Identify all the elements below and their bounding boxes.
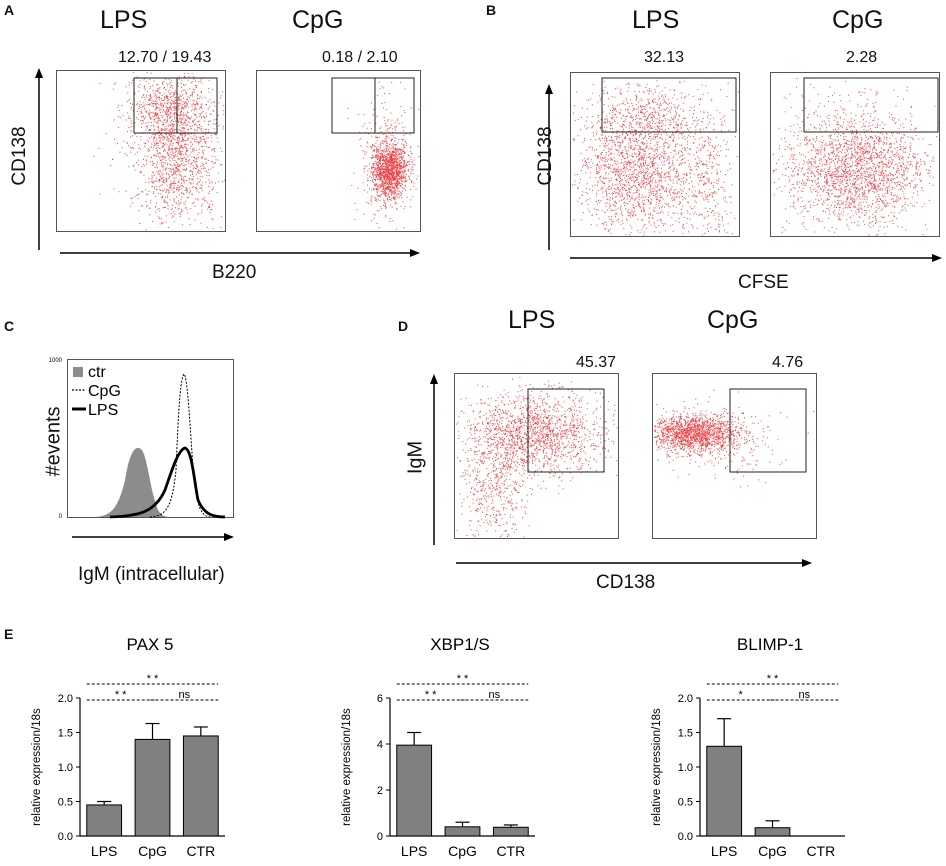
blimp1-significance-label: * [738,689,743,701]
panel-c-y-label: #events [42,406,65,477]
pax5-y-axis-label: relative expression/18s [31,708,43,826]
panel-d-axes [430,374,812,567]
blimp1-significance-label: ns [799,689,811,701]
panel-d-y-label: IgM [404,440,427,475]
panel-c-x-label: IgM (intracellular) [78,564,225,585]
xbp1s-significance-label: * * [457,673,469,685]
panel-e-letter: E [4,626,14,642]
pax5-ytick-label: 0.0 [58,831,73,843]
panel-a-axes [35,68,420,257]
pax5-chart-title: PAX 5 [127,635,174,654]
ctr-histogram [95,447,170,517]
pax5-bar-lps [86,804,123,837]
blimp1-bar-lps [706,745,743,837]
panel-a-scatter-cpg [256,70,421,232]
bar-chart-xbp1s: XBP1/S 0 2 4 6 relative expression/18s LPS CpG C… [341,635,535,859]
panel-d-gate-value-cpg: 4.76 [772,354,804,371]
blimp1-ytick-label: 0.5 [678,797,693,809]
pax5-category-label: CTR [186,843,215,859]
pax5-bar-cpg [134,738,171,837]
panel-a-scatter-lps [56,70,226,232]
blimp1-category-label: CpG [758,843,787,859]
panel-b-title-lps: LPS [632,6,680,34]
panel-b-x-label: CFSE [738,272,789,293]
blimp1-ytick-label: 0.0 [678,831,693,843]
panel-b-gate-value-lps: 32.13 [644,49,685,66]
panel-a-gate-value-lps: 12.70 / 19.43 [118,49,212,66]
xbp1s-ytick-label: 4 [377,739,383,751]
panel-a-gate-value-cpg: 0.18 / 2.10 [322,49,398,66]
xbp1s-bar-ctr [492,826,529,837]
panel-d-gate-value-lps: 45.37 [576,354,617,371]
panel-a-title-lps: LPS [100,6,148,34]
pax5-significance-label: * * [147,673,159,685]
pax5-significance-label: ns [179,689,191,701]
bar-chart-pax5: PAX 5 0.0 0.5 1.0 1.5 2.0 relative expression/… [31,635,225,859]
xbp1s-ytick-label: 0 [377,831,383,843]
xbp1s-significance-label: ns [489,689,501,701]
blimp1-ytick-label: 2.0 [678,693,693,705]
blimp1-ytick-label: 1.0 [678,762,693,774]
panel-d-scatter-cpg [652,373,817,539]
pax5-ytick-label: 1.5 [58,728,73,740]
pax5-ytick-label: 2.0 [58,693,73,705]
panel-d-title-lps: LPS [508,306,556,334]
panel-d-scatter-lps [454,373,619,539]
lps-histogram [109,446,226,519]
xbp1s-chart-title: XBP1/S [430,635,490,654]
xbp1s-category-label: CTR [496,843,525,859]
panel-b-axes [545,84,942,262]
blimp1-category-label: LPS [711,843,737,859]
pax5-ytick-label: 1.0 [58,762,73,774]
panel-b-scatter-lps [570,72,740,237]
blimp1-y-axis-label: relative expression/18s [651,708,663,826]
panel-a-y-label: CD138 [9,126,30,186]
legend-ctr-swatch [73,367,83,377]
panel-d-title-cpg: CpG [707,306,759,334]
pax5-ytick-label: 0.5 [58,797,73,809]
pax5-category-label: CpG [138,843,167,859]
panel-a-title-cpg: CpG [292,6,344,34]
legend-lps-label: LPS [88,402,118,419]
legend-ctr-label: ctr [88,364,106,381]
blimp1-chart-title: BLIMP-1 [737,635,803,654]
panel-b-y-label: CD138 [535,126,556,186]
panel-c-y-top-tick: 1000 [49,358,63,364]
legend-cpg-label: CpG [88,383,121,400]
panel-b-scatter-cpg [770,72,940,237]
pax5-significance-label: * * [115,689,127,701]
panel-d-letter: D [398,318,409,334]
panel-a-x-label: B220 [212,262,257,283]
blimp1-bar-cpg [754,827,791,837]
panel-b-letter: B [486,2,497,18]
xbp1s-bar-lps [396,744,433,837]
panel-a-letter: A [4,2,15,18]
pax5-bar-ctr [182,735,219,837]
panel-d-x-label: CD138 [596,572,656,593]
bar-chart-blimp1: BLIMP-1 0.0 0.5 1.0 1.5 2.0 relative expressio… [651,635,845,859]
panel-c-histogram: 1000 0 ctr CpG LPS [49,358,234,541]
pax5-category-label: LPS [91,843,117,859]
xbp1s-significance-label: * * [425,689,437,701]
xbp1s-category-label: CpG [448,843,477,859]
panel-c-letter: C [4,318,15,334]
panel-b-title-cpg: CpG [832,6,884,34]
blimp1-ytick-label: 1.5 [678,728,693,740]
blimp1-category-label: CTR [806,843,835,859]
xbp1s-category-label: LPS [401,843,427,859]
xbp1s-ytick-label: 6 [377,693,383,705]
panel-b-gate-value-cpg: 2.28 [846,49,878,66]
xbp1s-bar-cpg [444,826,481,837]
svg-text:0: 0 [59,514,63,520]
xbp1s-y-axis-label: relative expression/18s [341,708,353,826]
blimp1-significance-label: * * [767,673,779,685]
xbp1s-ytick-label: 2 [377,785,383,797]
